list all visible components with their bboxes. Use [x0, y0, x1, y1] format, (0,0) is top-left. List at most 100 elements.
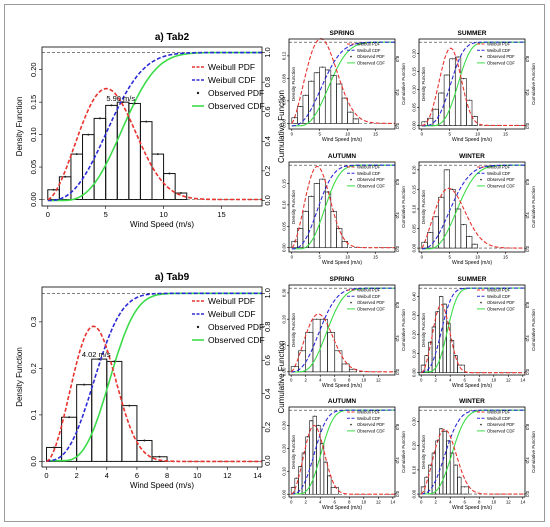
y2-axis-label: Cumulative Function [277, 90, 286, 163]
y-tick-label: 0.20 [412, 165, 417, 174]
legend-label: Observed CDF [487, 428, 515, 433]
observed-pdf-point [98, 117, 101, 120]
histogram-bar [327, 475, 332, 495]
observed-pdf-point [293, 240, 296, 242]
legend-label: Observed PDF [487, 422, 515, 427]
observed-pdf-point [333, 210, 335, 212]
legend-marker [350, 178, 352, 181]
y2-tick-label: 0.0 [395, 245, 400, 252]
y-tick-label: 0.20 [412, 330, 417, 339]
y2-tick-label: 0.8 [395, 178, 400, 185]
x-tick-label: 8 [348, 500, 351, 505]
y-tick-label: 0.00 [282, 243, 287, 252]
observed-pdf-point [426, 354, 428, 357]
observed-pdf-point [338, 227, 340, 230]
observed-pdf-point [122, 101, 125, 104]
x-tick-label: 4 [449, 500, 452, 505]
histogram-bar [341, 97, 348, 124]
observed-pdf-point [474, 115, 476, 117]
y2-tick-label: 0.4 [395, 335, 400, 342]
observed-pdf-point [316, 182, 318, 185]
x-tick-label: 2 [304, 378, 307, 383]
x-tick-label: 14 [520, 378, 525, 383]
observed-pdf-point [306, 436, 309, 438]
chart-title: SPRING [330, 30, 355, 37]
x-tick-label: 0 [420, 500, 423, 505]
x-tick-label: 10 [361, 378, 366, 383]
observed-pdf-point [301, 350, 303, 352]
legend-marker [196, 325, 200, 329]
plot-frame [418, 161, 526, 253]
histogram-bar [449, 58, 456, 126]
histogram-bar [323, 461, 328, 495]
y2-tick-label: 0.2 [263, 422, 272, 432]
y-axis-label: Density Function [421, 66, 426, 101]
y-tick-label: 0.30 [412, 311, 417, 320]
histogram-bar [330, 487, 339, 495]
observed-pdf-point [464, 486, 466, 488]
x-axis-label: Wind Speed (m/s) [452, 137, 492, 143]
legend-label: Weibull PDF [357, 165, 381, 170]
observed-pdf-point [349, 111, 351, 113]
x-tick-label: 15 [503, 132, 508, 137]
y-tick-label: 0.10 [29, 127, 38, 142]
x-tick-label: 14 [520, 500, 525, 505]
weibull-cdf-line [47, 51, 262, 202]
observed-pdf-point [75, 153, 78, 156]
y-tick-label: 0.04 [282, 96, 287, 105]
x-tick-label: 10 [345, 255, 350, 260]
observed-pdf-point [87, 133, 90, 136]
x-tick-label: 10 [491, 378, 496, 383]
y-tick-label: 0.00 [412, 368, 417, 377]
y-tick-label: 0.30 [412, 417, 417, 426]
histogram-bar [151, 153, 165, 201]
x-axis-label: Wind Speed (m/s) [130, 481, 194, 490]
y-tick-label: 0.05 [412, 103, 417, 112]
chart-title: a) Tab9 [155, 272, 190, 283]
observed-pdf-point [344, 97, 346, 99]
plot-frame [418, 38, 526, 130]
observed-pdf-point [422, 364, 424, 366]
x-tick-label: 0 [291, 255, 294, 260]
x-tick-label: 4 [449, 378, 452, 383]
histogram-bar [449, 189, 456, 249]
x-tick-label: 8 [165, 471, 169, 480]
y-tick-label: 0.40 [412, 292, 417, 301]
y2-tick-label: 0.8 [525, 301, 530, 308]
histogram-bar [336, 83, 343, 124]
histogram-bar [352, 118, 360, 124]
legend-label: Weibull PDF [357, 42, 381, 47]
weibull-pdf-line [290, 313, 395, 373]
y2-tick-label: 0.4 [395, 457, 400, 464]
observed-pdf-point [468, 235, 470, 237]
weibull-cdf-line [421, 287, 525, 373]
legend-label: Observed CDF [208, 335, 265, 345]
histogram-bar [449, 339, 455, 374]
observed-pdf-point [460, 364, 462, 366]
y2-tick-label: 0.0 [525, 245, 530, 252]
histogram-bar [442, 430, 447, 495]
histogram-bar [466, 99, 473, 126]
legend-label: Weibull CDF [357, 294, 381, 299]
observed-pdf-point [468, 99, 470, 101]
histogram-bar [128, 102, 141, 201]
legend-label: Observed PDF [487, 300, 515, 305]
y2-tick-label: 0.8 [263, 77, 272, 87]
figure-frame [4, 4, 545, 522]
y2-tick-label: 0.0 [263, 455, 272, 465]
observed-pdf-point [323, 318, 325, 320]
x-tick-label: 14 [390, 500, 395, 505]
x-tick-label: 12 [376, 378, 381, 383]
chart-panel-1: 0 5 10 15 0.00 0.05 0.10 0.15 0.20 0.0 0.2 0.4 0.6 0.… [15, 32, 286, 229]
legend-label: Observed PDF [357, 177, 385, 182]
y2-axis-label: Cumulative Function [401, 431, 406, 473]
y-tick-label: 0.10 [412, 85, 417, 94]
legend-label: Weibull CDF [487, 48, 511, 53]
observed-pdf-point [435, 108, 437, 110]
y2-tick-label: 0.8 [263, 322, 272, 332]
x-tick-label: 5 [448, 132, 451, 137]
chart-panel-6: 0 5 10 15 0.00 0.05 0.10 0.15 0.20 0.0 0.4 0.8 Wind … [412, 153, 537, 266]
y-tick-label: 0.15 [29, 95, 38, 110]
x-axis-label: Wind Speed (m/s) [322, 260, 362, 266]
legend-label: Weibull CDF [357, 416, 381, 421]
